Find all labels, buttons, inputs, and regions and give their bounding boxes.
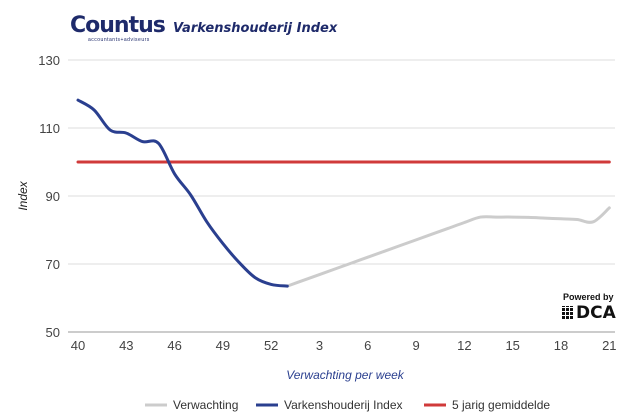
logo-tagline: accountants+adviseurs — [88, 37, 150, 43]
x-tick-label: 3 — [316, 338, 323, 353]
logo-name: Countus — [70, 13, 166, 38]
y-tick-label: 110 — [39, 121, 60, 136]
legend-label: Varkenshouderij Index — [284, 398, 403, 412]
legend-label: Verwachting — [173, 398, 238, 412]
powered-by-label: Powered by — [563, 292, 614, 302]
dca-grid-icon — [562, 306, 573, 319]
chart-title: Varkenshouderij Index — [173, 21, 338, 36]
x-tick-label: 21 — [602, 338, 616, 353]
y-tick-label: 130 — [38, 53, 60, 68]
series-line-verwachting — [285, 206, 611, 288]
legend-label: 5 jarig gemiddelde — [452, 398, 550, 412]
x-tick-label: 9 — [412, 338, 419, 353]
series-line-varkenshouderij-index — [76, 98, 289, 288]
x-tick-label: 15 — [505, 338, 519, 353]
x-tick-label: 52 — [264, 338, 278, 353]
countus-logo: Countus accountants+adviseurs — [70, 13, 166, 44]
y-tick-label: 50 — [46, 325, 60, 340]
x-tick-label: 12 — [457, 338, 471, 353]
dca-logo: DCA — [562, 303, 616, 323]
y-tick-label: 70 — [46, 257, 60, 272]
y-axis-label: Index — [16, 180, 30, 210]
x-tick-label: 43 — [119, 338, 133, 353]
y-tick-label: 90 — [46, 189, 60, 204]
x-tick-label: 46 — [167, 338, 181, 353]
x-axis-label: Verwachting per week — [286, 368, 405, 382]
x-tick-label: 40 — [71, 338, 85, 353]
x-tick-label: 49 — [216, 338, 230, 353]
dca-brand: DCA — [576, 303, 616, 323]
x-tick-label: 18 — [554, 338, 568, 353]
x-tick-label: 6 — [364, 338, 371, 353]
